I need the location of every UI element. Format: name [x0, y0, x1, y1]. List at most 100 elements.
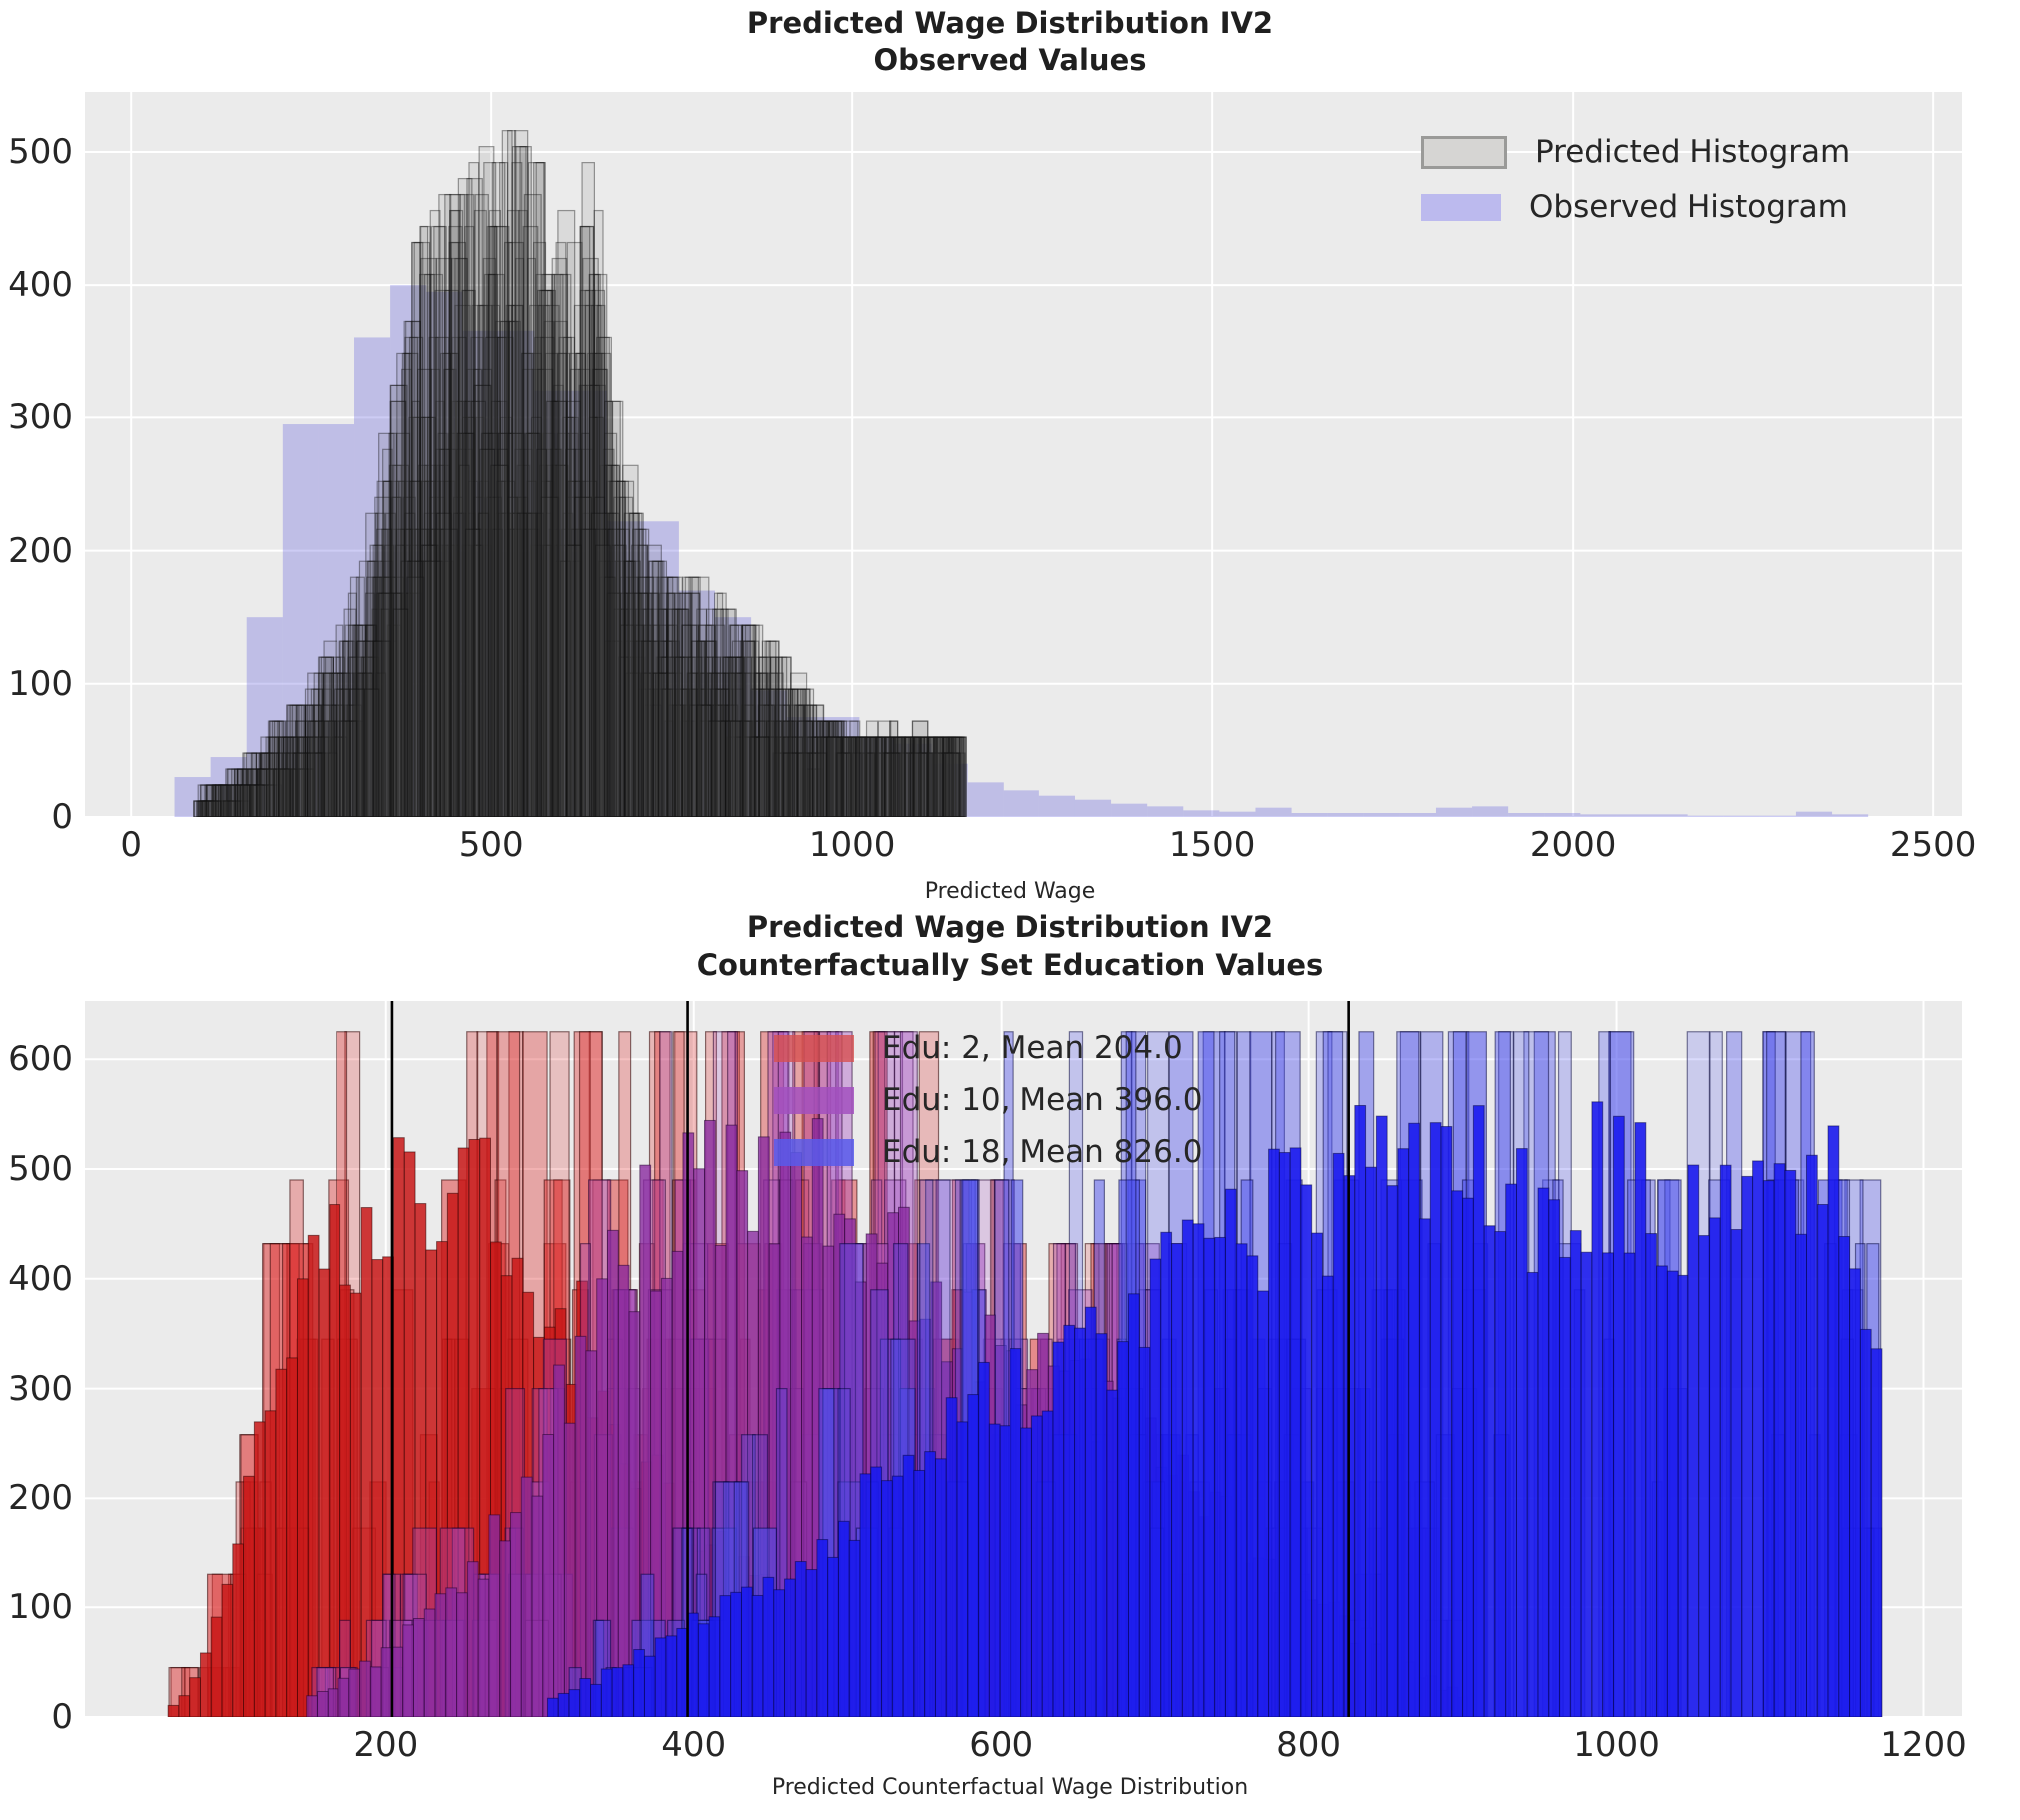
predicted-bar: [802, 752, 818, 817]
predicted-bar: [204, 784, 217, 817]
predicted-bar: [750, 656, 768, 817]
y-tick-label: 500: [8, 131, 73, 172]
predicted-bar: [212, 784, 228, 817]
predicted-bar: [898, 736, 915, 817]
predicted-bar: [698, 624, 715, 817]
predicted-bar: [411, 400, 421, 817]
predicted-bar: [637, 544, 648, 817]
predicted-bar: [800, 688, 811, 817]
predicted-bar: [317, 720, 329, 817]
dense-bar: [1030, 1415, 1043, 1717]
predicted-bar: [477, 512, 490, 817]
y-tick-label: 0: [51, 797, 73, 837]
predicted-bar: [589, 273, 600, 817]
predicted-bar: [471, 400, 487, 817]
dense-bar: [622, 1664, 635, 1717]
predicted-bar: [704, 656, 719, 817]
predicted-bar: [562, 512, 574, 817]
predicted-bar: [580, 528, 597, 817]
predicted-bar: [461, 289, 476, 817]
dense-bar: [1257, 1290, 1270, 1717]
predicted-bar: [667, 592, 682, 817]
predicted-bar: [233, 784, 244, 817]
predicted-bar: [900, 752, 914, 817]
predicted-bar: [872, 752, 885, 817]
observed-bar: [606, 521, 643, 817]
predicted-bar: [490, 464, 509, 817]
observed-bar: [823, 717, 860, 817]
dense-bar: [697, 1623, 710, 1717]
predicted-bar: [441, 544, 456, 817]
predicted-bar: [510, 304, 524, 817]
predicted-bar: [732, 656, 746, 817]
predicted-bar: [316, 752, 327, 817]
x-tick-label: 600: [969, 1725, 1034, 1765]
predicted-bar: [347, 656, 358, 817]
dense-bar: [1580, 1251, 1593, 1717]
y-tick-label: 600: [8, 1039, 73, 1080]
predicted-bar: [324, 720, 336, 817]
predicted-bar: [439, 464, 450, 817]
predicted-bar: [514, 448, 525, 817]
predicted-bar: [504, 241, 513, 817]
predicted-bar: [619, 624, 630, 817]
predicted-bar: [566, 241, 583, 817]
predicted-bar: [419, 480, 429, 817]
dense-bar: [740, 1586, 753, 1717]
predicted-bar: [889, 720, 899, 817]
predicted-bar: [434, 289, 451, 817]
predicted-bar: [558, 336, 576, 817]
predicted-bar: [710, 672, 727, 817]
predicted-bar: [650, 688, 660, 817]
predicted-bar: [728, 656, 746, 817]
predicted-bar: [497, 336, 514, 817]
dense-bar: [730, 1591, 742, 1717]
predicted-bar: [478, 512, 489, 817]
spike-bar: [775, 1387, 788, 1717]
predicted-bar: [333, 688, 344, 817]
x-tick-label: 2000: [1529, 825, 1617, 865]
predicted-bar: [593, 528, 608, 817]
predicted-bar: [873, 752, 891, 817]
predicted-bar: [581, 480, 598, 817]
predicted-bar: [411, 241, 424, 817]
predicted-bar: [822, 720, 834, 817]
predicted-bar: [499, 162, 509, 817]
predicted-bar: [450, 257, 468, 817]
predicted-bar: [912, 736, 929, 817]
predicted-bar: [566, 432, 579, 817]
predicted-bar: [525, 432, 541, 817]
predicted-bar: [769, 656, 779, 817]
predicted-bar: [416, 560, 431, 817]
predicted-bar: [410, 320, 421, 817]
predicted-bar: [523, 193, 542, 817]
dense-bar: [1408, 1122, 1420, 1717]
legend-row-edu-10: Edu: 10, Mean 396.0: [774, 1082, 1202, 1118]
predicted-bar: [555, 464, 568, 817]
dense-bar: [510, 1512, 522, 1717]
predicted-bar: [206, 784, 217, 817]
dense-bar: [359, 1660, 371, 1717]
predicted-bar: [393, 592, 410, 817]
predicted-bar: [610, 560, 621, 817]
dense-bar: [1838, 1236, 1851, 1717]
predicted-bar: [321, 704, 337, 817]
predicted-bar: [347, 592, 357, 817]
predicted-bar: [551, 273, 569, 817]
predicted-bar: [710, 720, 726, 817]
predicted-bar: [457, 400, 472, 817]
predicted-bar: [324, 656, 335, 817]
predicted-bar: [386, 624, 399, 817]
predicted-bar: [778, 656, 792, 817]
predicted-bar: [212, 784, 225, 817]
predicted-bar: [221, 784, 239, 817]
predicted-bar: [725, 720, 737, 817]
predicted-bar: [435, 336, 450, 817]
x-tick-label: 1200: [1880, 1725, 1967, 1765]
predicted-bar: [515, 496, 526, 817]
predicted-bar: [447, 432, 461, 817]
observed-bar: [642, 521, 679, 817]
predicted-bar: [249, 784, 265, 817]
predicted-bar: [602, 560, 612, 817]
predicted-bar: [708, 720, 727, 817]
